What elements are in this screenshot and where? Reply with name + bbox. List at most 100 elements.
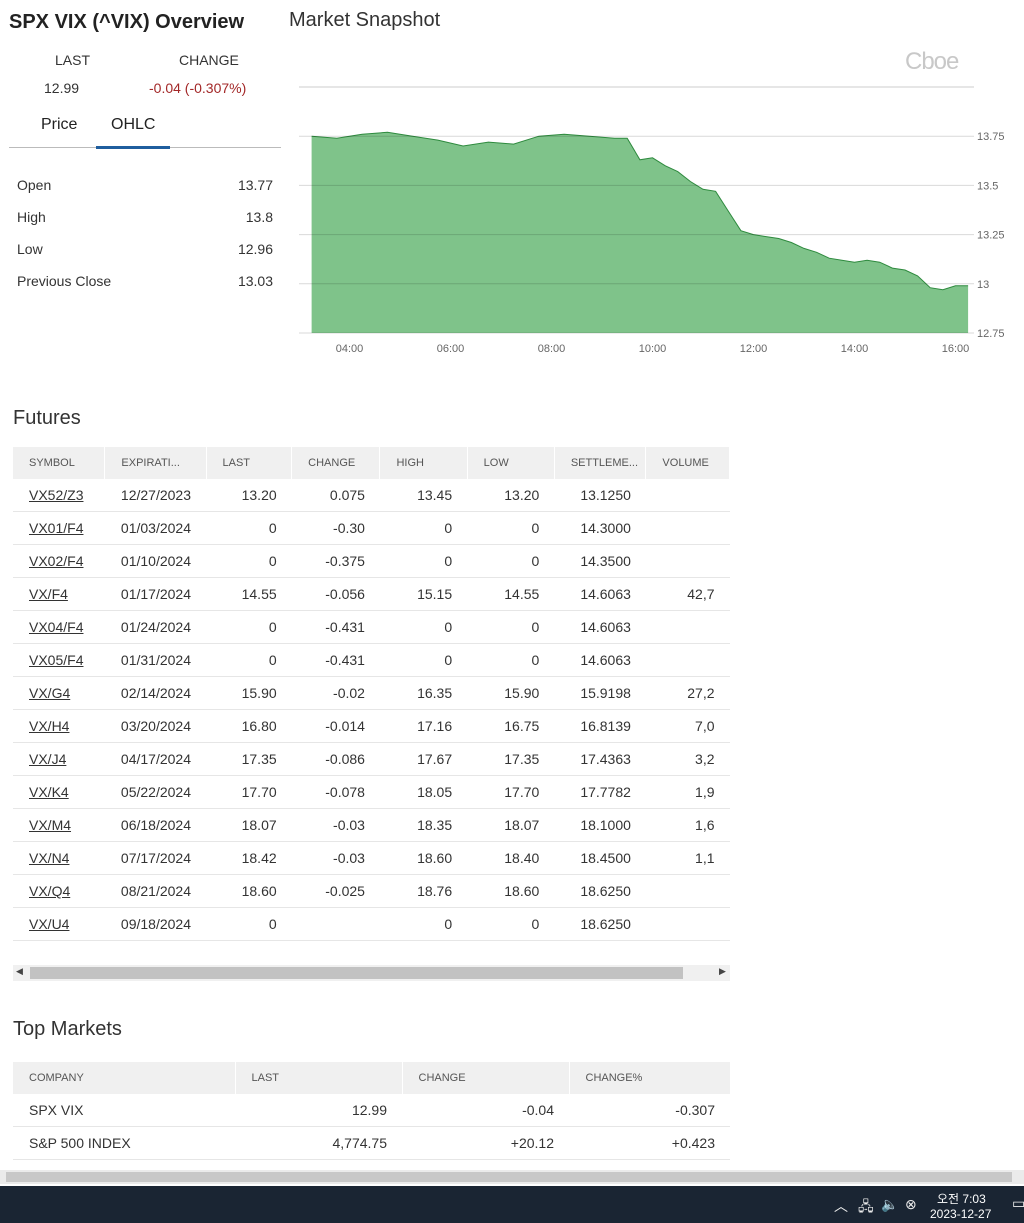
futures-expiration: 06/18/2024 [104,808,206,842]
table-row: VX/Q4 08/21/2024 18.60 -0.025 18.76 18.60 18.6… [13,874,730,908]
futures-symbol-link[interactable]: VX/J4 [13,742,105,776]
futures-horizontal-scrollbar[interactable]: ◀ ▶ [13,965,730,981]
futures-column-header[interactable]: LAST [206,447,293,479]
futures-symbol-link[interactable]: VX/U4 [13,907,105,941]
futures-cell: 17.67 [379,742,468,776]
futures-symbol-link[interactable]: VX52/Z3 [13,479,105,512]
futures-cell: 7,0 [645,709,730,743]
notification-icon[interactable]: ▭ [1012,1195,1024,1211]
futures-symbol-link[interactable]: VX/K4 [13,775,105,809]
futures-column-header[interactable]: SYMBOL [13,447,106,479]
last-value: 12.99 [44,80,80,96]
futures-title: Futures [13,407,81,429]
futures-column-header[interactable]: HIGH [379,447,468,479]
markets-column-header[interactable]: LAST [235,1062,403,1094]
last-label: LAST [55,52,91,68]
x-tick-label: 16:00 [942,343,970,355]
futures-change: -0.056 [291,577,380,611]
futures-cell: 0 [467,907,555,941]
table-row: VX04/F4 01/24/2024 0 -0.431 0 0 14.6063 [13,610,730,644]
futures-table-viewport: SYMBOL EXPIRATI... LAST CHANGE HIGH LOW SETTLE… [13,447,730,941]
close-circle-icon[interactable]: ⊗ [905,1196,917,1212]
futures-cell: 14.55 [467,577,555,611]
ohlc-value: 13.77 [237,177,273,193]
table-row: VX/G4 02/14/2024 15.90 -0.02 16.35 15.90 15.91… [13,676,730,710]
x-tick-label: 04:00 [336,343,364,355]
futures-column-header[interactable]: EXPIRATI... [104,447,207,479]
futures-symbol-link[interactable]: VX01/F4 [13,511,105,545]
futures-cell: 18.42 [206,841,292,875]
table-row[interactable]: SPX VIX 12.99 -0.04 -0.307 [13,1094,730,1127]
futures-expiration: 01/03/2024 [104,511,206,545]
futures-symbol-link[interactable]: VX02/F4 [13,544,105,578]
tab-price[interactable]: Price [41,116,78,133]
market-change: -0.04 [402,1094,569,1127]
futures-cell: 17.70 [206,775,292,809]
table-row: VX/J4 04/17/2024 17.35 -0.086 17.67 17.35 17.4… [13,742,730,776]
ohlc-row-high: High 13.8 [17,209,273,225]
futures-column-header[interactable]: CHANGE [291,447,381,479]
futures-column-header[interactable]: VOLUME [645,447,730,479]
tab-ohlc[interactable]: OHLC [111,116,156,133]
futures-cell: 13.20 [206,479,292,512]
futures-cell: 0 [467,643,555,677]
scroll-left-icon[interactable]: ◀ [16,966,23,976]
futures-expiration: 01/17/2024 [104,577,206,611]
futures-symbol-link[interactable]: VX/H4 [13,709,105,743]
futures-cell: 18.60 [467,874,555,908]
futures-symbol-link[interactable]: VX/Q4 [13,874,105,908]
futures-cell [645,544,730,578]
futures-symbol-link[interactable]: VX/N4 [13,841,105,875]
market-last: 12.99 [235,1094,402,1127]
company-name: SPX VIX [13,1094,235,1127]
markets-column-header[interactable]: CHANGE [402,1062,570,1094]
futures-symbol-link[interactable]: VX/M4 [13,808,105,842]
futures-cell: 0 [206,643,292,677]
futures-change: -0.014 [291,709,380,743]
futures-cell: 14.6063 [554,577,646,611]
table-row[interactable]: S&P 500 INDEX 4,774.75 +20.12 +0.423 [13,1126,730,1160]
page-horizontal-scrollbar[interactable] [0,1170,1024,1184]
futures-change: -0.431 [291,643,380,677]
ohlc-value: 13.8 [245,209,273,225]
scroll-right-icon[interactable]: ▶ [719,966,726,976]
volume-icon[interactable]: 🔈 [881,1196,899,1212]
scrollbar-thumb[interactable] [30,967,683,979]
futures-symbol-link[interactable]: VX05/F4 [13,643,105,677]
scrollbar-thumb[interactable] [6,1172,1012,1182]
clock-date[interactable]: 2023-12-27 [930,1207,992,1221]
ohlc-row-previous-close: Previous Close 13.03 [17,273,273,289]
table-row: VX52/Z3 12/27/2023 13.20 0.075 13.45 13.20 13.… [13,479,730,512]
page-title: SPX VIX (^VIX) Overview [9,11,245,33]
futures-cell: 17.35 [206,742,292,776]
company-name: S&P 500 INDEX [13,1126,235,1160]
futures-cell: 0 [206,610,292,644]
y-tick-label: 12.75 [977,328,1005,340]
markets-column-header[interactable]: COMPANY [13,1062,236,1094]
futures-cell: 13.1250 [554,479,646,512]
futures-symbol-link[interactable]: VX/F4 [13,577,105,611]
network-icon[interactable]: 🖧 [858,1198,874,1214]
market-change-percent: +0.423 [569,1126,730,1160]
futures-column-header[interactable]: LOW [467,447,555,479]
markets-column-header[interactable]: CHANGE% [569,1062,731,1094]
futures-cell: 27,2 [645,676,730,710]
futures-column-header[interactable]: SETTLEME... [554,447,647,479]
futures-cell: 18.1000 [554,808,646,842]
y-tick-label: 13.5 [977,180,998,192]
futures-cell: 17.4363 [554,742,646,776]
futures-cell: 18.60 [379,841,468,875]
futures-cell: 17.7782 [554,775,646,809]
futures-expiration: 03/20/2024 [104,709,206,743]
futures-change: 0.075 [291,479,380,512]
futures-change: -0.03 [291,841,380,875]
ohlc-label: Previous Close [17,273,112,289]
market-change-percent: -0.307 [569,1094,730,1127]
chevron-up-icon[interactable]: ︿ [834,1198,848,1214]
clock-time[interactable]: 오전 7:03 [937,1192,986,1206]
ohlc-value: 12.96 [237,241,273,257]
futures-change: -0.431 [291,610,380,644]
ohlc-label: High [17,209,46,225]
futures-symbol-link[interactable]: VX/G4 [13,676,105,710]
futures-symbol-link[interactable]: VX04/F4 [13,610,105,644]
